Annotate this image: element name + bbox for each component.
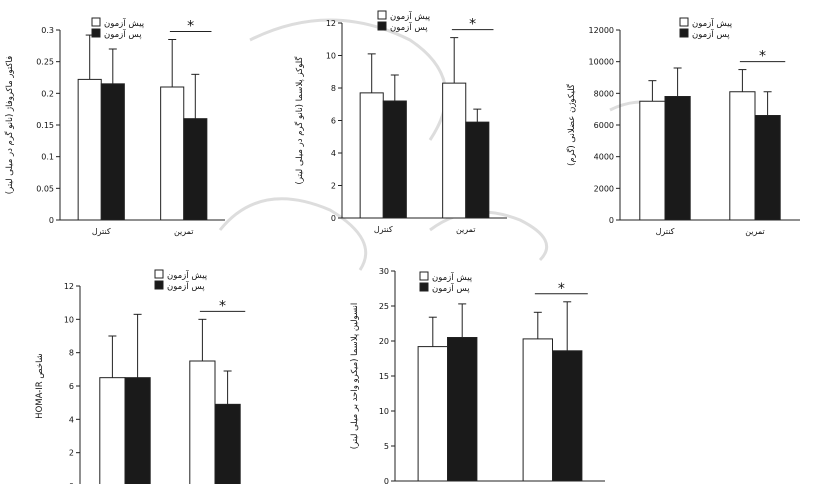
legend-swatch-pre: [679, 17, 689, 27]
y-tick-label: 8: [331, 84, 336, 93]
legend-label-post: پس آزمون: [104, 28, 142, 40]
y-tick-label: 8: [69, 349, 74, 358]
y-tick-label: 2: [69, 449, 74, 458]
y-tick-label: 0: [609, 216, 614, 225]
bar-post-0: [447, 337, 478, 482]
chart-macrophage: فاکتور ماکروفاژ (نانو گرم در میلی لیتر) 0…: [4, 17, 225, 236]
chart-glucose: گلوکز پلاسما (نانو گرم در میلی لیتر) 0 2 4 6…: [294, 10, 507, 234]
legend-label-post: پس آزمون: [390, 21, 428, 33]
legend-swatch-pre: [91, 17, 101, 27]
chart-insulin: انسولین پلاسما (میکرو واحد بر میلی لیتر)…: [350, 267, 605, 484]
bar-pre-1: [442, 82, 467, 219]
legend-swatch-pre: [377, 10, 387, 20]
legend-swatch-post: [679, 28, 689, 38]
y-tick-label: 4: [69, 415, 74, 424]
y-tick-label: 4000: [594, 153, 614, 162]
y-tick-label: 20: [379, 337, 389, 346]
chart-glycogen: گلیکوژن عضلانی (گرم) 0 2000 4000 6000 8000 100…: [566, 17, 800, 236]
significance-star: *: [558, 281, 565, 297]
significance-star: *: [219, 298, 226, 314]
legend-swatch-post: [377, 21, 387, 31]
y-tick-label: 0.3: [41, 26, 54, 35]
y-tick-label: 12: [64, 282, 74, 291]
bar-pre-0: [77, 78, 102, 221]
y-axis-label: گلیکوژن عضلانی (گرم): [566, 83, 577, 166]
y-axis-label: گلوکز پلاسما (نانو گرم در میلی لیتر): [294, 56, 305, 185]
y-tick-label: 10: [326, 52, 336, 61]
legend-swatch-post: [154, 280, 164, 290]
y-tick-label: 0: [49, 216, 54, 225]
y-tick-label: 10: [64, 315, 74, 324]
bar-post-1: [754, 115, 781, 221]
legend-swatch-pre: [154, 269, 164, 279]
bar-post-1: [183, 118, 208, 221]
x-tick-label: کنترل: [656, 227, 675, 236]
bar-pre-1: [522, 338, 554, 482]
significance-star: *: [187, 19, 194, 35]
y-tick-label: 25: [379, 302, 389, 311]
bar-pre-0: [99, 377, 126, 484]
watermark-stroke: [218, 197, 368, 271]
y-tick-label: 0.1: [41, 153, 54, 162]
x-tick-label: کنترل: [374, 225, 393, 234]
y-tick-label: 15: [379, 372, 389, 381]
y-tick-label: 2: [331, 182, 336, 191]
legend-label-post: پس آزمون: [432, 282, 470, 294]
significance-star: *: [759, 49, 766, 65]
x-tick-label: کنترل: [92, 227, 111, 236]
y-axis-label: انسولین پلاسما (میکرو واحد بر میلی لیتر): [350, 303, 360, 450]
y-axis-label: HOMA-IR شاخص: [35, 353, 45, 419]
y-tick-label: 0.15: [36, 121, 54, 130]
y-tick-label: 6: [331, 117, 336, 126]
y-axis-label: فاکتور ماکروفاژ (نانو گرم در میلی لیتر): [4, 56, 15, 194]
y-tick-label: 10000: [589, 58, 614, 67]
y-tick-label: 30: [379, 267, 389, 276]
y-tick-label: 0.05: [36, 184, 54, 193]
y-tick-label: 5: [384, 442, 389, 451]
bar-pre-1: [160, 86, 185, 221]
bar-post-0: [100, 83, 125, 221]
legend-swatch-post: [419, 282, 429, 292]
bar-pre-1: [189, 360, 216, 484]
bar-pre-0: [639, 100, 666, 221]
y-tick-label: 0.2: [41, 89, 54, 98]
y-tick-label: 0: [331, 214, 336, 223]
significance-star: *: [469, 17, 476, 33]
y-tick-label: 4: [331, 149, 336, 158]
bar-post-1: [552, 350, 583, 482]
legend-swatch-pre: [419, 271, 429, 281]
bar-post-1: [214, 403, 241, 484]
x-tick-label: تمرین: [174, 227, 194, 236]
bar-pre-0: [359, 92, 384, 219]
y-tick-label: 12: [326, 19, 336, 28]
x-tick-label: تمرین: [456, 225, 476, 234]
y-tick-label: 8000: [594, 89, 614, 98]
legend-label-pre: پیش آزمون: [432, 271, 473, 283]
bar-post-1: [465, 121, 490, 219]
legend-label-post: پس آزمون: [692, 28, 730, 40]
y-tick-label: 6000: [594, 121, 614, 130]
bar-post-0: [382, 100, 407, 219]
x-tick-label: تمرین: [745, 227, 765, 236]
legend-label-pre: پیش آزمون: [104, 17, 145, 29]
legend-swatch-post: [91, 28, 101, 38]
y-tick-label: 0: [69, 482, 74, 484]
y-tick-label: 0: [384, 477, 389, 484]
y-tick-label: 0.25: [36, 58, 54, 67]
bar-pre-0: [417, 346, 448, 482]
legend-label-pre: پیش آزمون: [692, 17, 733, 29]
bar-post-0: [124, 377, 151, 484]
y-tick-label: 12000: [589, 26, 614, 35]
legend-label-post: پس آزمون: [167, 280, 205, 292]
y-tick-label: 10: [379, 407, 389, 416]
legend-label-pre: پیش آزمون: [167, 269, 208, 281]
y-tick-label: 2000: [594, 184, 614, 193]
bar-post-0: [664, 96, 691, 221]
y-tick-label: 6: [69, 382, 74, 391]
bar-pre-1: [729, 91, 756, 221]
chart-homa-ir: HOMA-IR شاخص024681012کنترلتمرین*پیش آزمو…: [35, 269, 246, 484]
legend-label-pre: پیش آزمون: [390, 10, 431, 22]
